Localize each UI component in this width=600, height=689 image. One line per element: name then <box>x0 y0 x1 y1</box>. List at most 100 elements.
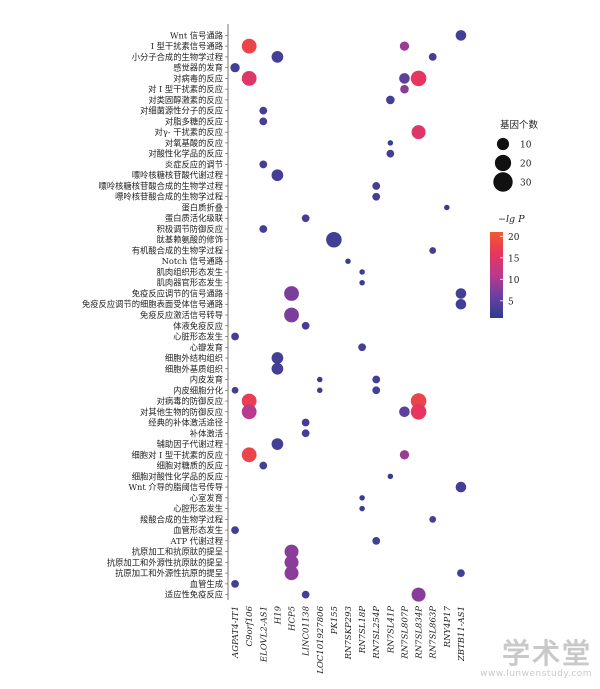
y-tick-label: Wnt 信号通路 <box>170 30 224 40</box>
data-point <box>301 418 310 427</box>
y-tick-label: 抗原加工和抗原肽的提呈 <box>132 547 223 557</box>
data-point <box>326 231 342 248</box>
data-point <box>410 404 427 420</box>
y-tick-label: 适应性免疫反应 <box>165 590 223 600</box>
y-tick-label: 对类固醇激素的反应 <box>148 95 223 105</box>
x-tick-label: RN7SL254P <box>372 606 382 660</box>
size-legend-label: 30 <box>520 179 532 189</box>
data-point <box>259 160 268 169</box>
y-tick-label: 心室发育 <box>190 493 223 503</box>
x-tick-label: LOC101927806 <box>316 605 326 674</box>
data-point <box>231 526 239 534</box>
size-legend-label: 10 <box>520 141 532 151</box>
y-tick-label: 心脏形态发生 <box>173 332 223 342</box>
data-point <box>284 555 299 570</box>
data-point <box>241 404 257 420</box>
y-tick-label: 嘌呤核苷酸合成的生物学过程 <box>115 192 223 202</box>
y-tick-label: 内皮细胞分化 <box>173 385 223 395</box>
y-tick-label: 辅助因子代谢过程 <box>157 439 223 449</box>
data-point <box>455 298 467 310</box>
data-point <box>410 70 427 87</box>
data-point <box>284 566 299 581</box>
data-point <box>372 192 381 201</box>
x-tick-label: RN7SKP293 <box>344 606 354 660</box>
data-point <box>231 332 239 341</box>
data-point <box>444 204 450 211</box>
y-tick-label: 对其他生物的防御反应 <box>140 407 223 417</box>
watermark-sub: www.lunwenstudy.com <box>480 669 592 679</box>
data-point <box>387 140 394 146</box>
y-tick-label: 肽基赖氨酸的修饰 <box>157 235 223 245</box>
watermark: 学术堂 www.lunwenstudy.com <box>480 637 592 680</box>
size-legend-title: 基因个数 <box>500 119 539 131</box>
data-point <box>359 269 365 275</box>
data-point <box>301 321 310 330</box>
x-tick-label: AGPAT4-IT1 <box>231 606 241 659</box>
y-tick-label: 对酸性化学品的反应 <box>148 149 223 159</box>
y-tick-label: 血管生成 <box>190 579 223 589</box>
data-point <box>284 544 299 559</box>
color-legend-label: 20 <box>508 233 520 243</box>
y-tick-label: 抗原加工和外源性抗原的提呈 <box>115 568 223 578</box>
y-tick-label: 免疫反应调节的信号通路 <box>132 288 224 298</box>
data-point <box>284 286 299 301</box>
y-tick-label: 嘌呤核糖核苷酸合成的生物学过程 <box>99 181 223 191</box>
data-point <box>301 429 310 438</box>
size-legend-dot <box>493 172 513 192</box>
y-tick-label: 肌肉器官形态发生 <box>157 278 223 288</box>
data-point <box>241 70 257 86</box>
y-tick-label: 血管形态发生 <box>173 525 223 535</box>
color-legend-label: 5 <box>508 297 514 307</box>
x-tick-label: RN7SL18P <box>358 606 368 655</box>
y-tick-label: 细胞对糖质的反应 <box>157 461 223 471</box>
data-point <box>259 225 268 233</box>
color-legend-title: −lg P <box>498 214 525 225</box>
data-point <box>259 117 268 126</box>
data-point <box>411 587 426 602</box>
y-tick-label: 小分子合成的生物学过程 <box>132 52 223 62</box>
x-tick-label: LINC01138 <box>302 605 312 657</box>
data-point <box>386 149 395 158</box>
data-point <box>241 393 257 409</box>
data-point <box>271 51 284 63</box>
y-tick-label: 炎症反应的调节 <box>165 159 223 169</box>
y-tick-label: 对氧基酸的反应 <box>165 138 223 148</box>
size-legend-label: 20 <box>520 160 532 170</box>
y-tick-label: 细胞对 I 型干扰素的反应 <box>131 450 223 460</box>
y-tick-label: 细胞外结构组织 <box>165 353 223 363</box>
x-tick-label: ZBTB11-AS1 <box>457 606 467 662</box>
y-tick-label: 内皮发育 <box>190 375 223 385</box>
y-tick-label: 补体激活 <box>190 428 223 438</box>
y-tick-label: 对脂多糖的反应 <box>165 116 223 126</box>
data-point <box>271 352 284 364</box>
data-point <box>345 258 351 264</box>
y-tick-label: Notch 信号通路 <box>162 256 224 266</box>
data-point <box>231 579 239 588</box>
y-tick-label: ATP 代谢过程 <box>170 536 223 546</box>
data-point <box>372 182 381 190</box>
data-point <box>387 473 394 480</box>
y-tick-label: 抗原加工和外源性抗原肽的提呈 <box>107 557 223 567</box>
data-point <box>271 362 284 375</box>
data-point <box>372 386 381 395</box>
data-point <box>410 393 427 409</box>
data-point <box>411 125 426 140</box>
data-point <box>301 590 310 599</box>
data-point <box>259 461 268 470</box>
y-tick-label: 感觉器的发育 <box>173 63 223 73</box>
y-tick-label: 心腔形态发生 <box>173 504 223 514</box>
data-point <box>400 84 409 94</box>
y-tick-label: 对病毒的防御反应 <box>157 396 223 406</box>
x-tick-label: RN7SL834P <box>415 606 425 660</box>
x-tick-label: RN7SL807P <box>400 606 410 660</box>
data-point <box>372 375 381 384</box>
watermark-main: 学术堂 <box>501 637 592 670</box>
data-point <box>386 95 395 105</box>
x-tick-label: C9orf106 <box>245 605 255 646</box>
y-tick-label: 细胞对酸性化学品的反应 <box>132 471 223 481</box>
y-tick-label: 对 I 型干扰素的反应 <box>148 84 223 94</box>
x-tick-label: RN7SL41P <box>386 606 396 655</box>
y-tick-label: 对γ- 干扰素的反应 <box>155 127 223 137</box>
